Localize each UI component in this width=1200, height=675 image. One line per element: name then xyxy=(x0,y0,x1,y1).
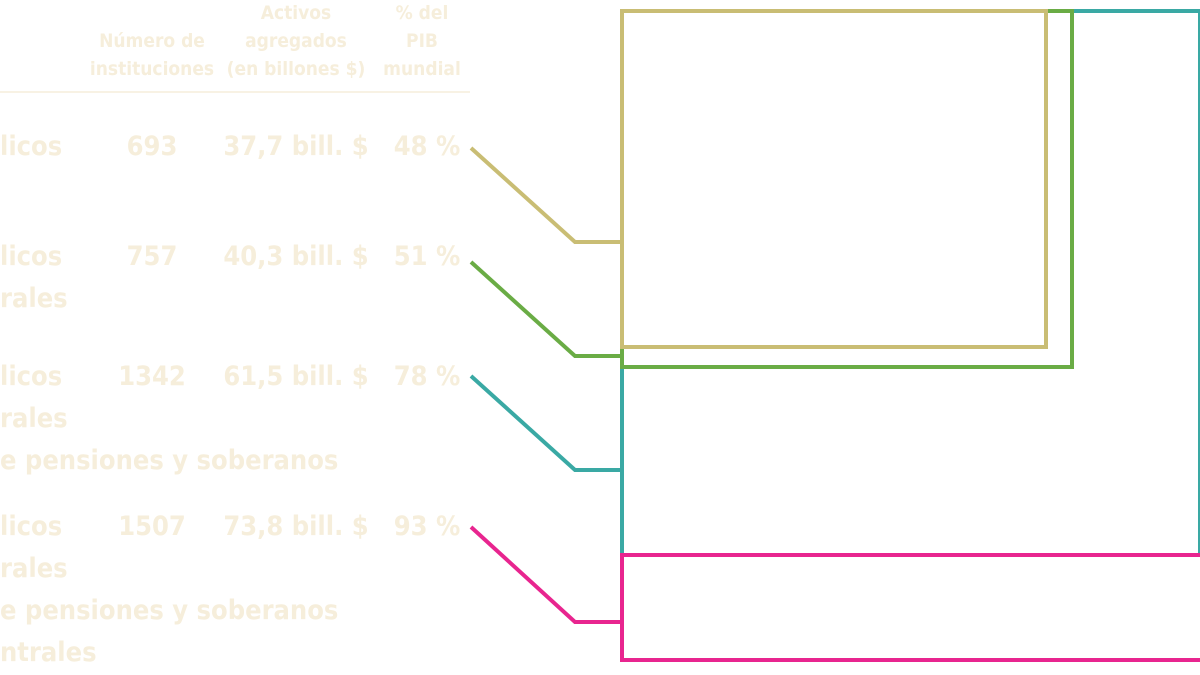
row-label: licos xyxy=(0,361,62,392)
cell: 51 % xyxy=(394,241,461,272)
cell: 93 % xyxy=(394,511,461,542)
row-label: rales xyxy=(0,553,68,584)
row-label: licos xyxy=(0,241,62,272)
cell: 61,5 bill. $ xyxy=(223,361,368,392)
connector xyxy=(469,146,622,244)
row-label: e pensiones y soberanos xyxy=(0,445,338,476)
connector xyxy=(469,525,622,624)
row-label: rales xyxy=(0,403,68,434)
header-cell: % del xyxy=(396,2,449,24)
cell: 73,8 bill. $ xyxy=(223,511,368,542)
header-cell: Número de xyxy=(99,30,205,52)
row-label: ntrales xyxy=(0,637,97,668)
header-cell: PIB xyxy=(406,30,438,52)
header-cell: Activos xyxy=(261,2,331,24)
teal-box xyxy=(620,9,1200,557)
pink-box xyxy=(620,553,1200,662)
header-cell: instituciones xyxy=(90,58,214,80)
cell: 693 xyxy=(127,131,178,162)
cell: 757 xyxy=(127,241,178,272)
row-label: licos xyxy=(0,131,62,162)
tan-box xyxy=(620,9,1048,349)
row-label: licos xyxy=(0,511,62,542)
table: Número de instituciones Activos agregados (e… xyxy=(0,2,461,668)
header-cell: agregados xyxy=(245,30,347,52)
connector xyxy=(469,374,622,472)
cell: 1342 xyxy=(118,361,186,392)
cell: 37,7 bill. $ xyxy=(223,131,368,162)
header-cell: mundial xyxy=(383,58,461,80)
cell: 48 % xyxy=(394,131,461,162)
header-cell: (en billones $) xyxy=(227,58,366,80)
cell: 78 % xyxy=(394,361,461,392)
cell: 40,3 bill. $ xyxy=(223,241,368,272)
connector xyxy=(469,260,622,358)
cell: 1507 xyxy=(118,511,186,542)
row-label: rales xyxy=(0,283,68,314)
row-label: e pensiones y soberanos xyxy=(0,595,338,626)
green-box xyxy=(620,9,1074,369)
